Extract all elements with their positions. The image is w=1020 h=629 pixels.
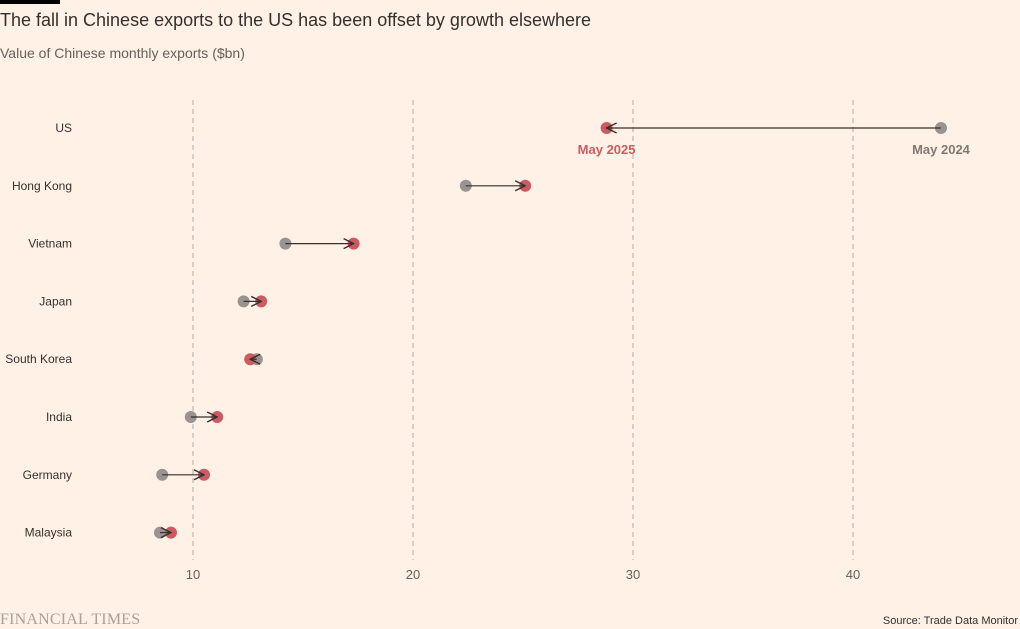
category-label: Japan xyxy=(39,294,72,308)
chart-subtitle: Value of Chinese monthly exports ($bn) xyxy=(0,45,245,61)
annotations: May 2025 May 2024 xyxy=(578,142,971,157)
annotation-label: May 2024 xyxy=(912,142,971,157)
category-label: Vietnam xyxy=(28,237,72,251)
category-label: South Korea xyxy=(5,352,72,366)
brand-top-bar xyxy=(0,0,60,4)
category-label: Hong Kong xyxy=(12,179,72,193)
chart-title: The fall in Chinese exports to the US ha… xyxy=(0,10,592,30)
category-label: India xyxy=(46,410,72,424)
category-label: US xyxy=(55,121,72,135)
gridlines: 10 20 30 40 xyxy=(186,100,860,582)
data-marks xyxy=(154,122,947,539)
category-labels: US Hong Kong Vietnam Japan South Korea India G… xyxy=(5,121,72,540)
x-tick-label: 20 xyxy=(406,567,420,582)
annotation-label: May 2025 xyxy=(578,142,636,157)
category-label: Germany xyxy=(23,468,72,482)
x-tick-label: 10 xyxy=(186,567,200,582)
financial-times-logo: FINANCIAL TIMES xyxy=(0,611,141,628)
source-note: Source: Trade Data Monitor xyxy=(882,615,1018,627)
x-tick-label: 30 xyxy=(626,567,640,582)
x-tick-label: 40 xyxy=(846,567,860,582)
category-label: Malaysia xyxy=(25,526,73,540)
